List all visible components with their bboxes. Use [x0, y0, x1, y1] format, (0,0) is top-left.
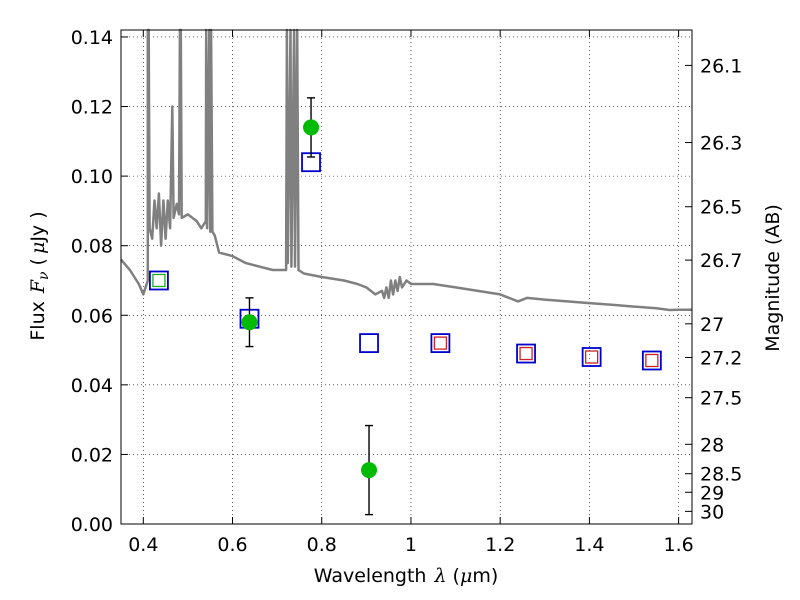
mag-tick-label: 27 [700, 314, 724, 336]
model-spectrum [121, 30, 692, 310]
other-photometry-square [646, 354, 658, 366]
mag-tick-label: 26.5 [700, 197, 742, 219]
y-tick-label: 0.10 [71, 166, 113, 188]
other-photometry-square [586, 351, 598, 363]
x-tick-label: 1.6 [664, 534, 694, 556]
mag-tick-label: 26.3 [700, 133, 742, 155]
spectrum-line [121, 30, 692, 310]
y-tick-label: 0.12 [71, 97, 113, 119]
other-photometry-square [153, 274, 165, 286]
y-tick-label: 0.02 [71, 444, 113, 466]
mag-tick-label: 28 [700, 434, 724, 456]
other-photometry-square [520, 348, 532, 360]
mag-tick-label: 26.7 [700, 250, 742, 272]
x-axis-label: Wavelength λ (μm) [314, 565, 498, 587]
y-tick-label: 0.04 [71, 375, 113, 397]
mag-tick-label: 26.1 [700, 55, 742, 77]
x-tick-label: 0.4 [128, 534, 158, 556]
right-axis-label: Magnitude (AB) [762, 204, 784, 352]
mag-tick-label: 27.2 [700, 347, 742, 369]
observed-point [303, 119, 319, 135]
x-tick-label: 0.8 [307, 534, 337, 556]
observed-point [361, 462, 377, 478]
y-tick-label: 0.06 [71, 305, 113, 327]
y-axis-label: FluxFν(μJy ) [27, 211, 52, 340]
sed-chart: 0.4 0.6 0.8 1 1.2 1.4 1.6 0.00 0.02 0.04 0.06 0.08 0… [0, 0, 800, 600]
mag-tick-label: 27.5 [700, 388, 742, 410]
observed-photometry [241, 98, 377, 515]
model-photometry-square [360, 334, 378, 352]
other-photometry-square [434, 337, 446, 349]
x-tick-label: 1.4 [574, 534, 604, 556]
y-tick-label: 0.00 [71, 514, 113, 536]
x-tick-label: 0.6 [217, 534, 247, 556]
y-tick-label: 0.08 [71, 236, 113, 258]
y-tick-label: 0.14 [71, 27, 113, 49]
mag-tick-label: 30 [700, 501, 724, 523]
observed-point [241, 314, 257, 330]
model-photometry-markers [150, 153, 661, 369]
x-tick-label: 1 [405, 534, 417, 556]
x-tick-label: 1.2 [485, 534, 515, 556]
